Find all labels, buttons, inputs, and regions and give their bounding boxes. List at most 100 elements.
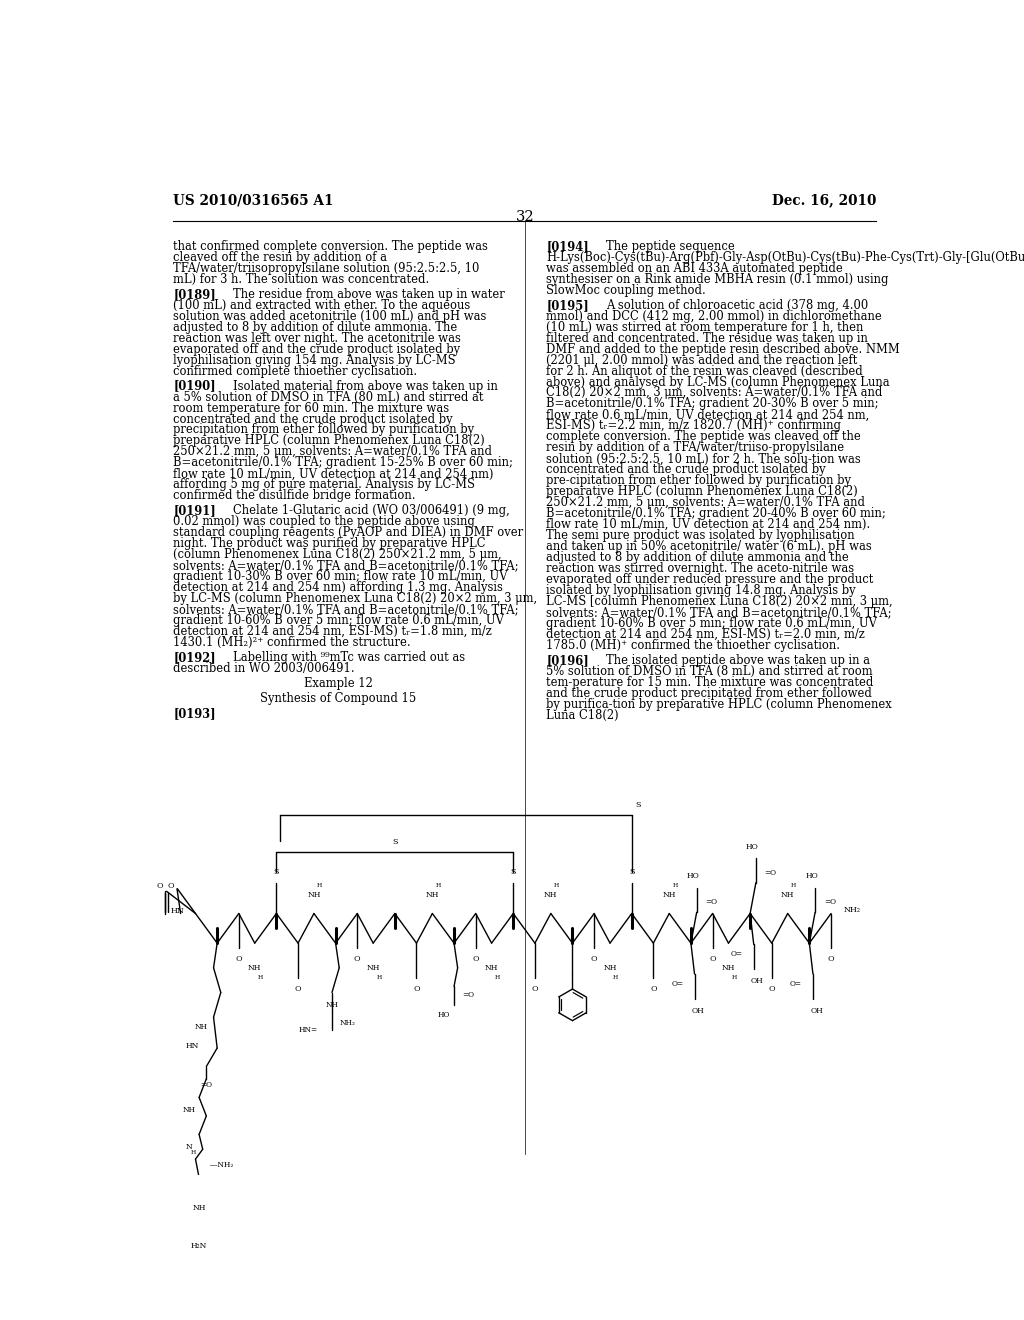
Text: detection at 214 and 254 nm) affording 1.3 mg. Analysis: detection at 214 and 254 nm) affording 1… [173, 581, 503, 594]
Text: HO: HO [805, 873, 818, 880]
Text: [0191]: [0191] [173, 504, 216, 517]
Text: NH: NH [307, 891, 321, 899]
Text: C18(2) 20×2 mm, 3 μm, solvents: A=water/0.1% TFA and: C18(2) 20×2 mm, 3 μm, solvents: A=water/… [546, 387, 883, 400]
Text: NH: NH [367, 964, 380, 972]
Text: H: H [791, 883, 796, 887]
Text: adjusted to 8 by addition of dilute ammonia. The: adjusted to 8 by addition of dilute ammo… [173, 321, 458, 334]
Text: flow rate 0.6 mL/min, UV detection at 214 and 254 nm,: flow rate 0.6 mL/min, UV detection at 21… [546, 408, 869, 421]
Text: Example 12: Example 12 [304, 677, 373, 690]
Text: 1430.1 (MH₂)²⁺ confirmed the structure.: 1430.1 (MH₂)²⁺ confirmed the structure. [173, 636, 411, 649]
Text: gradient 10-60% B over 5 min; flow rate 0.6 mL/min, UV: gradient 10-60% B over 5 min; flow rate … [546, 616, 878, 630]
Text: Dec. 16, 2010: Dec. 16, 2010 [772, 193, 877, 207]
Text: detection at 214 and 254 nm, ESI-MS) tᵣ=1.8 min, m/z: detection at 214 and 254 nm, ESI-MS) tᵣ=… [173, 626, 492, 638]
Text: reaction was stirred overnight. The aceto-nitrile was: reaction was stirred overnight. The acet… [546, 562, 854, 576]
Text: by LC-MS (column Phenomenex Luna C18(2) 20×2 mm, 3 μm,: by LC-MS (column Phenomenex Luna C18(2) … [173, 593, 538, 605]
Text: that confirmed complete conversion. The peptide was: that confirmed complete conversion. The … [173, 240, 488, 252]
Text: described in WO 2003/006491.: described in WO 2003/006491. [173, 663, 355, 675]
Text: NH: NH [544, 891, 557, 899]
Text: filtered and concentrated. The residue was taken up in: filtered and concentrated. The residue w… [546, 331, 868, 345]
Text: HO: HO [438, 1011, 451, 1019]
Text: HO: HO [687, 873, 699, 880]
Text: NH: NH [722, 964, 735, 972]
Text: O: O [827, 956, 835, 964]
Text: O: O [157, 882, 163, 891]
Text: [0194]: [0194] [546, 240, 589, 252]
Text: TFA/water/triisopropylsilane solution (95:2.5:2.5, 10: TFA/water/triisopropylsilane solution (9… [173, 261, 479, 275]
Text: gradient 10-60% B over 5 min; flow rate 0.6 mL/min, UV: gradient 10-60% B over 5 min; flow rate … [173, 614, 504, 627]
Text: NH: NH [485, 964, 499, 972]
Text: H: H [190, 1151, 196, 1155]
Text: [0190]: [0190] [173, 380, 216, 392]
Text: OH: OH [751, 977, 764, 986]
Text: O: O [768, 985, 775, 993]
Text: O=: O= [791, 979, 802, 987]
Text: HO: HO [745, 843, 759, 851]
Text: by purifica-tion by preparative HPLC (column Phenomenex: by purifica-tion by preparative HPLC (co… [546, 698, 892, 711]
Text: [0193]: [0193] [173, 708, 216, 721]
Text: NH: NH [182, 1106, 196, 1114]
Text: The isolated peptide above was taken up in a: The isolated peptide above was taken up … [606, 653, 870, 667]
Text: ESI-MS) tᵣ=2.2 min, m/z 1820.7 (MH)⁺ confirming: ESI-MS) tᵣ=2.2 min, m/z 1820.7 (MH)⁺ con… [546, 420, 842, 433]
Text: H: H [258, 975, 263, 981]
Text: H-Lys(Boc)-Cys(tBu)-Arg(Pbf)-Gly-Asp(OtBu)-Cys(tBu)-Phe-Cys(Trt)-Gly-[Glu(OtBu)]: H-Lys(Boc)-Cys(tBu)-Arg(Pbf)-Gly-Asp(OtB… [546, 251, 1024, 264]
Text: S: S [511, 867, 516, 875]
Text: NH: NH [781, 891, 795, 899]
Text: NH: NH [663, 891, 676, 899]
Text: S: S [392, 838, 397, 846]
Text: evaporated off and the crude product isolated by: evaporated off and the crude product iso… [173, 343, 461, 355]
Text: flow rate 10 mL/min, UV detection at 214 and 254 nm): flow rate 10 mL/min, UV detection at 214… [173, 467, 494, 480]
Text: resin by addition of a TFA/water/triiso-propylsilane: resin by addition of a TFA/water/triiso-… [546, 441, 845, 454]
Text: =O: =O [201, 1081, 212, 1089]
Text: preparative HPLC (column Phenomenex Luna C18(2): preparative HPLC (column Phenomenex Luna… [546, 486, 858, 498]
Text: above) and analysed by LC-MS (column Phenomenex Luna: above) and analysed by LC-MS (column Phe… [546, 375, 890, 388]
Text: (10 mL) was stirred at room temperature for 1 h, then: (10 mL) was stirred at room temperature … [546, 321, 863, 334]
Text: HN: HN [171, 907, 184, 915]
Text: OH: OH [692, 1007, 705, 1015]
Text: B=acetonitrile/0.1% TFA; gradient 20-30% B over 5 min;: B=acetonitrile/0.1% TFA; gradient 20-30%… [546, 397, 879, 411]
Text: was assembled on an ABI 433A automated peptide: was assembled on an ABI 433A automated p… [546, 261, 843, 275]
Text: =O: =O [823, 899, 836, 907]
Text: solvents: A=water/0.1% TFA and B=acetonitrile/0.1% TFA;: solvents: A=water/0.1% TFA and B=acetoni… [173, 560, 519, 573]
Text: NH: NH [248, 964, 261, 972]
Text: for 2 h. An aliquot of the resin was cleaved (described: for 2 h. An aliquot of the resin was cle… [546, 364, 863, 378]
Text: S: S [629, 867, 635, 875]
Text: gradient 10-30% B over 60 min; flow rate 10 mL/min, UV: gradient 10-30% B over 60 min; flow rate… [173, 570, 508, 583]
Text: H: H [317, 883, 323, 887]
Text: night. The product was purified by preparative HPLC: night. The product was purified by prepa… [173, 537, 485, 550]
Text: preparative HPLC (column Phenomenex Luna C18(2): preparative HPLC (column Phenomenex Luna… [173, 434, 485, 447]
Text: lyophilisation giving 154 mg. Analysis by LC-MS: lyophilisation giving 154 mg. Analysis b… [173, 354, 456, 367]
Text: NH: NH [326, 1001, 339, 1008]
Text: O: O [591, 956, 597, 964]
Text: solution was added acetonitrile (100 mL) and pH was: solution was added acetonitrile (100 mL)… [173, 310, 486, 322]
Text: evaporated off under reduced pressure and the product: evaporated off under reduced pressure an… [546, 573, 873, 586]
Text: NH₂: NH₂ [844, 906, 861, 913]
Text: LC-MS [column Phenomenex Luna C18(2) 20×2 mm, 3 μm,: LC-MS [column Phenomenex Luna C18(2) 20×… [546, 595, 893, 609]
Text: =O: =O [765, 869, 776, 876]
Text: standard coupling reagents (PyAOP and DIEA) in DMF over: standard coupling reagents (PyAOP and DI… [173, 527, 523, 540]
Text: US 2010/0316565 A1: US 2010/0316565 A1 [173, 193, 334, 207]
Text: confirmed complete thioether cyclisation.: confirmed complete thioether cyclisation… [173, 364, 418, 378]
Text: a 5% solution of DMSO in TFA (80 mL) and stirred at: a 5% solution of DMSO in TFA (80 mL) and… [173, 391, 483, 404]
Text: H: H [435, 883, 440, 887]
Text: O: O [650, 985, 656, 993]
Text: [0196]: [0196] [546, 653, 589, 667]
Text: synthesiser on a Rink amide MBHA resin (0.1 mmol) using: synthesiser on a Rink amide MBHA resin (… [546, 273, 889, 285]
Text: H₂N: H₂N [190, 1242, 207, 1250]
Text: O: O [167, 882, 174, 891]
Text: Labelling with ⁹⁹mTc was carried out as: Labelling with ⁹⁹mTc was carried out as [233, 651, 465, 664]
Text: The semi pure product was isolated by lyophilisation: The semi pure product was isolated by ly… [546, 529, 855, 543]
Text: and the crude product precipitated from ether followed: and the crude product precipitated from … [546, 686, 872, 700]
Text: A solution of chloroacetic acid (378 mg, 4.00: A solution of chloroacetic acid (378 mg,… [606, 298, 868, 312]
Text: H: H [554, 883, 559, 887]
Text: mmol) and DCC (412 mg, 2.00 mmol) in dichloromethane: mmol) and DCC (412 mg, 2.00 mmol) in dic… [546, 310, 882, 322]
Text: =O: =O [706, 899, 718, 907]
Text: confirmed the disulfide bridge formation.: confirmed the disulfide bridge formation… [173, 490, 416, 503]
Text: and taken up in 50% acetonitrile/ water (6 mL). pH was: and taken up in 50% acetonitrile/ water … [546, 540, 872, 553]
Text: mL) for 3 h. The solution was concentrated.: mL) for 3 h. The solution was concentrat… [173, 273, 429, 285]
Text: NH: NH [195, 1023, 208, 1031]
Text: (100 mL) and extracted with ether. To the aqueous: (100 mL) and extracted with ether. To th… [173, 298, 470, 312]
Text: B=acetonitrile/0.1% TFA; gradient 20-40% B over 60 min;: B=acetonitrile/0.1% TFA; gradient 20-40%… [546, 507, 886, 520]
Text: Synthesis of Compound 15: Synthesis of Compound 15 [260, 692, 417, 705]
Text: [0192]: [0192] [173, 651, 216, 664]
Text: NH: NH [426, 891, 439, 899]
